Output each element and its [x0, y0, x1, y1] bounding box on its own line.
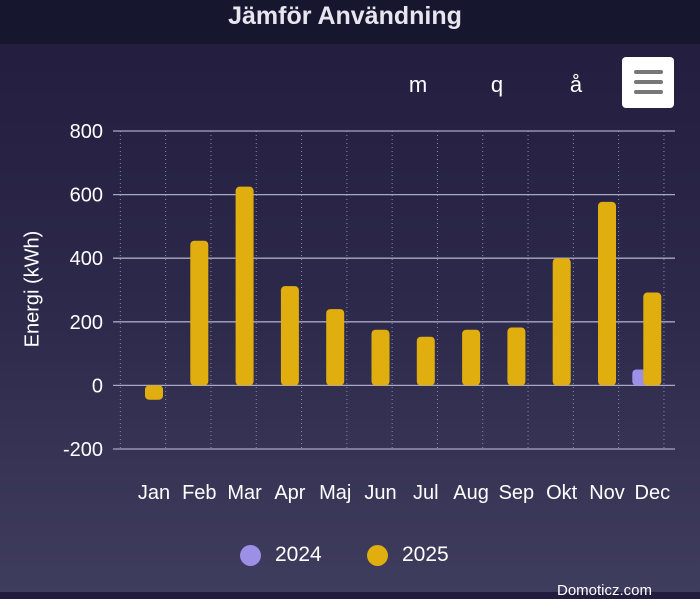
legend-label-2024: 2024	[275, 543, 322, 566]
x-tick-label: Aug	[453, 482, 489, 504]
chart-title: Jämför Användning	[228, 2, 462, 30]
bar-2025-feb[interactable]	[190, 240, 209, 386]
bar-2025-jan[interactable]	[145, 385, 163, 400]
x-tick-label: Jul	[413, 482, 439, 504]
x-tick-label: Mar	[227, 482, 262, 504]
period-year-button[interactable]: å	[569, 72, 583, 97]
hamburger-menu-icon	[634, 70, 663, 74]
hamburger-menu-icon-line	[634, 80, 663, 84]
y-tick-label: 800	[70, 121, 103, 143]
credit-link[interactable]: Domoticz.com	[557, 582, 653, 599]
legend-label-2025: 2025	[402, 543, 449, 566]
bar-2025-apr[interactable]	[280, 286, 299, 386]
legend-marker-2024	[240, 544, 261, 566]
x-tick-label: Jun	[364, 482, 396, 504]
legend-marker-2025	[367, 544, 388, 566]
chart-menu-button[interactable]	[622, 57, 674, 108]
bar-2025-jun[interactable]	[371, 329, 390, 386]
bar-2025-mar[interactable]	[235, 186, 254, 386]
x-tick-label: Okt	[546, 482, 578, 504]
bar-2025-jul[interactable]	[416, 336, 435, 386]
x-tick-label: Nov	[589, 482, 625, 504]
bar-2025-sep[interactable]	[507, 327, 526, 386]
x-tick-label: Feb	[182, 482, 216, 504]
legend-item-2024[interactable]: 2024	[240, 540, 322, 570]
legend-item-2025[interactable]: 2025	[367, 540, 449, 570]
y-tick-label: 200	[70, 312, 103, 334]
y-tick-label: 0	[92, 375, 103, 397]
period-month-button[interactable]: m	[408, 72, 428, 97]
bar-2025-dec[interactable]	[643, 292, 662, 386]
y-tick-label: -200	[63, 439, 103, 461]
x-tick-label: Jan	[138, 482, 170, 504]
period-quarter-button[interactable]: q	[490, 72, 504, 97]
x-tick-label: Dec	[635, 482, 671, 504]
bar-2025-nov[interactable]	[598, 201, 616, 386]
hamburger-menu-icon-line	[634, 90, 663, 94]
x-tick-label: Sep	[499, 482, 535, 504]
y-tick-label: 600	[70, 185, 103, 207]
bar-2025-maj[interactable]	[326, 309, 345, 386]
y-tick-label: 400	[70, 248, 103, 270]
x-tick-label: Apr	[274, 482, 305, 504]
x-tick-label: Maj	[319, 482, 351, 504]
title-bar: Jämför Användning	[0, 0, 700, 44]
bar-2025-aug[interactable]	[462, 329, 481, 386]
bar-2025-okt[interactable]	[552, 258, 571, 386]
